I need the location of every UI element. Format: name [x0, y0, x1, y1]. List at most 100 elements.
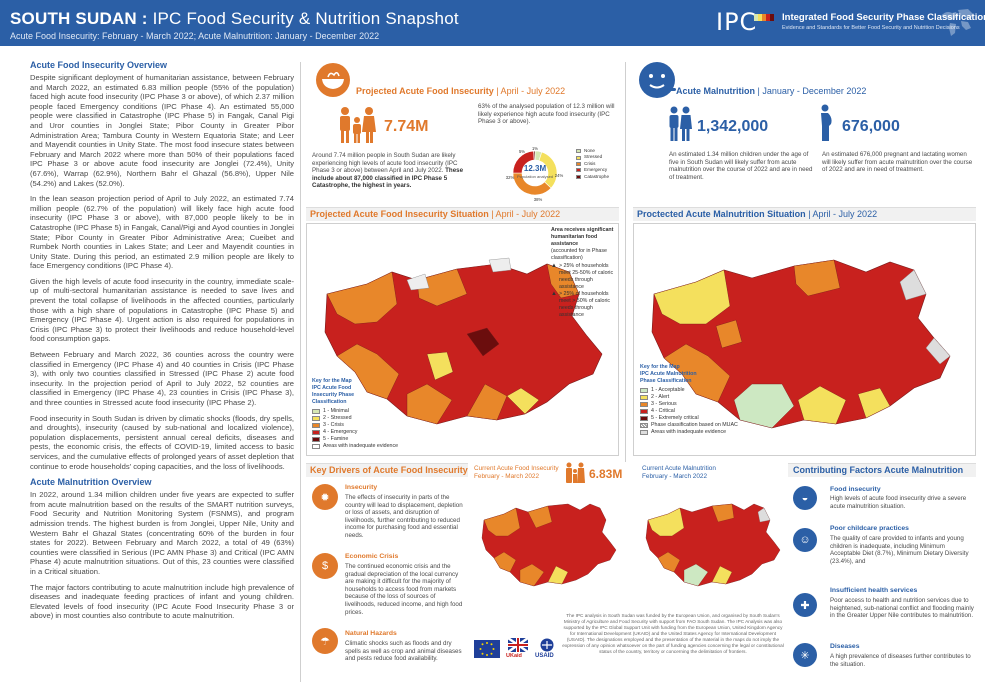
- current-amn-map: [645, 503, 781, 587]
- afi-overview-title: Acute Food Insecurity Overview: [30, 60, 168, 70]
- legend-swatch: [640, 409, 648, 414]
- family-small-icon: [566, 462, 585, 483]
- factor-text: The quality of care provided to infants …: [830, 535, 969, 565]
- donut-legend-label: Emergency: [584, 167, 608, 173]
- legend-label: 1 - Minimal: [323, 408, 349, 414]
- world-map-icon: [941, 9, 974, 36]
- factor-text: Poor access to health and nutrition serv…: [830, 597, 974, 620]
- afi-paragraph: Between February and March 2022, 36 coun…: [30, 350, 294, 407]
- driver-title: Natural Hazards: [345, 630, 397, 637]
- drivers-header: [306, 463, 468, 477]
- legend-row: 5 - Extremely critical: [640, 415, 738, 422]
- children-icon: [669, 106, 692, 141]
- current-afi-title: Current Acute Food Insecurity February -…: [474, 465, 559, 480]
- page-title: SOUTH SUDAN : IPC Food Security & Nutrit…: [10, 9, 459, 29]
- factors-header: [788, 463, 976, 477]
- natural-hazards-icon: ☂: [312, 628, 338, 654]
- legend-row: 4 - Critical: [640, 408, 738, 415]
- afi-map-frame: [306, 223, 619, 456]
- factor-title: Food insecurity: [830, 486, 881, 493]
- amn-map-header: [633, 207, 976, 221]
- legend-row: 1 - Acceptable: [640, 387, 738, 394]
- legend-row: 5 - Famine: [312, 436, 398, 443]
- eu-flag-icon: [474, 640, 500, 658]
- legend-label: 2 - Alert: [651, 394, 670, 400]
- donut-legend-label: Crisis: [584, 160, 596, 166]
- current-amn-title: Current Acute Malnutrition February - Ma…: [642, 465, 716, 480]
- factor-text: A high prevalence of diseases further co…: [830, 653, 971, 668]
- usaid-seal-icon: [540, 638, 554, 652]
- family-icon: [340, 107, 376, 143]
- south-sudan-afi-map: [324, 257, 603, 425]
- afi-map-key: Key for the Map IPC Acute Food Insecurit…: [312, 378, 399, 450]
- amn-overview-title: Acute Malnutrition Overview: [30, 477, 152, 488]
- factor-text: High levels of acute food insecurity dri…: [830, 495, 967, 510]
- current-afi-number: 6.83M: [589, 467, 623, 481]
- afi-paragraph: Given the high levels of acute food inse…: [30, 276, 294, 344]
- women-desc: An estimated 676,000 pregnant and lactat…: [822, 151, 973, 174]
- factor-title: Insufficient health services: [830, 587, 918, 594]
- children-number: 1,342,000: [697, 118, 769, 135]
- legend-row: 4 - Emergency: [312, 429, 398, 436]
- legend-swatch: [312, 409, 320, 414]
- donut-pct-label: 38%: [534, 197, 543, 202]
- amn-paragraph: The major factors contributing to acute …: [30, 582, 294, 621]
- legend-swatch: [312, 416, 320, 421]
- legend-label: 5 - Famine: [323, 436, 349, 442]
- children-desc: An estimated 1.34 million children under…: [669, 151, 813, 181]
- org-name: Integrated Food Security Phase Classific…: [782, 12, 985, 23]
- legend-row: 2 - Alert: [640, 394, 738, 401]
- legend-row: Areas with inadequate evidence: [312, 443, 398, 450]
- legend-row: Areas with inadequate evidence: [640, 429, 738, 436]
- projected-afi-desc: Around 7.74 million people in South Suda…: [312, 152, 464, 190]
- legend-swatch: [312, 437, 320, 442]
- legend-label: 3 - Crisis: [323, 422, 344, 428]
- legend-row: 3 - Serious: [640, 401, 738, 408]
- title-text: IPC Food Security & Nutrition Snapshot: [152, 9, 459, 28]
- donut-legend-row: None: [576, 148, 609, 154]
- donut-caption: 63% of the analysed population of 12.3 m…: [478, 103, 615, 126]
- left-column: Acute Food Insecurity Overview Despite s…: [30, 60, 294, 627]
- childcare-icon: ☺: [793, 528, 817, 552]
- ukaid-label: UKaid: [506, 653, 522, 659]
- legend-row: Phase classification based on MUAC: [640, 422, 738, 429]
- projected-afi-number: 7.74M: [384, 118, 429, 135]
- donut-segment: [533, 150, 536, 161]
- population-donut-chart: 12.3M Population analysed 1% 24% 38% 32% 5%: [506, 146, 564, 202]
- ipc-logo: IPC: [716, 8, 758, 36]
- amn-map-key: Key for the Map IPC Acute Malnutrition P…: [640, 364, 738, 436]
- driver-text: The effects of insecurity in parts of th…: [345, 494, 463, 539]
- amn-map-title: Proctected Acute Malnutrition Situation …: [637, 209, 878, 219]
- driver-text: The continued economic crisis and the gr…: [345, 563, 463, 616]
- legend-row: 1 - Minimal: [312, 408, 398, 415]
- afi-map-title: Projected Acute Food Insecurity Situatio…: [310, 209, 561, 219]
- donut-legend-row: Catastrophe: [576, 174, 609, 180]
- afi-map-header: [306, 207, 619, 221]
- driver-text: Climatic shocks such as floods and dry s…: [345, 640, 462, 663]
- current-afi-map: [481, 503, 617, 587]
- usaid-label: USAID: [535, 653, 554, 659]
- page-subtitle: Acute Food Insecurity: February - March …: [10, 31, 380, 41]
- legend-label: 3 - Serious: [651, 401, 677, 407]
- legend-label: 4 - Emergency: [323, 429, 358, 435]
- legend-swatch: [640, 388, 648, 393]
- legend-swatch: [312, 423, 320, 428]
- donut-center-value: 12.3M: [524, 164, 547, 173]
- title-country: SOUTH SUDAN :: [10, 9, 148, 28]
- driver-title: Economic Crisis: [345, 553, 399, 560]
- uk-flag-icon: [508, 638, 528, 652]
- ipc-logo-bars: [754, 14, 778, 28]
- food-bowl-icon: [316, 63, 350, 97]
- amn-paragraph: In 2022, around 1.34 million children un…: [30, 490, 294, 576]
- afi-paragraph: Despite significant deployment of humani…: [30, 73, 294, 188]
- donut-legend-row: Stressed: [576, 154, 609, 160]
- malnutrition-title: Acute Malnutrition | January - December …: [676, 86, 867, 96]
- legend-swatch: [640, 402, 648, 407]
- legend-label: 5 - Extremely critical: [651, 415, 699, 421]
- legend-swatch: [640, 395, 648, 400]
- factors-title: Contributing Factors Acute Malnutrition: [793, 465, 964, 475]
- legend-label: 4 - Critical: [651, 408, 675, 414]
- legend-row: 2 - Stressed: [312, 415, 398, 422]
- afi-paragraph: In the lean season projection period of …: [30, 194, 294, 271]
- factor-title: Diseases: [830, 643, 860, 650]
